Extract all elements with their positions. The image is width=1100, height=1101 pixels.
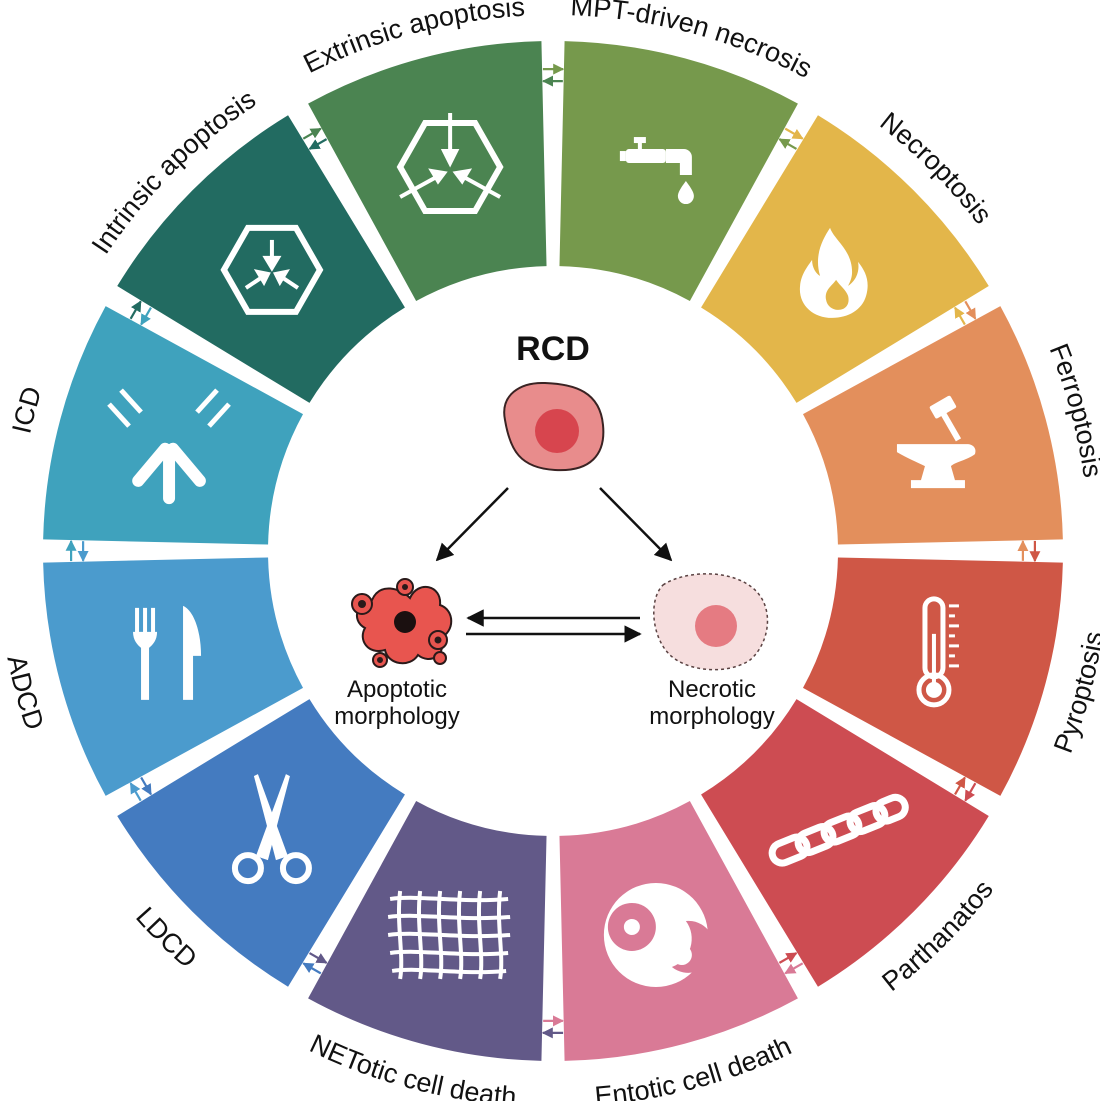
segment-8 <box>43 557 304 796</box>
link-arrow <box>784 127 804 140</box>
apoptotic-label-line2: morphology <box>334 703 459 730</box>
arrow-to-apoptotic <box>435 487 509 562</box>
segment-label-8: ADCD <box>1 653 49 734</box>
link-arrow <box>129 782 142 802</box>
segment-9 <box>43 306 304 545</box>
link-arrow <box>302 127 322 140</box>
net-icon <box>387 890 511 980</box>
antibody-icon <box>107 388 231 505</box>
link-arrow <box>140 776 152 796</box>
thermometer-icon <box>916 596 959 708</box>
apoptotic-cell-icon <box>351 578 453 668</box>
necrotic-label-line1: Necrotic <box>668 676 756 703</box>
segment-label-3: Pyroptosis <box>1048 629 1100 757</box>
link-arrow <box>302 962 322 975</box>
chain-icon <box>768 793 909 867</box>
link-arrow <box>778 138 798 150</box>
center-title: RCD <box>516 330 590 368</box>
segments-layer <box>43 41 1063 1061</box>
link-arrow <box>964 782 977 802</box>
scissors-icon <box>231 774 312 885</box>
segment-2 <box>802 306 1063 545</box>
segment-6 <box>308 800 547 1061</box>
arrow-to-necrotic <box>599 487 673 562</box>
fork-knife-icon <box>133 605 202 700</box>
flame-icon <box>799 227 868 318</box>
link-arrow <box>964 300 977 320</box>
link-arrow <box>308 952 328 964</box>
faucet-icon <box>619 137 694 205</box>
engulfed-cell-icon <box>603 882 715 987</box>
segment-10 <box>117 115 405 403</box>
link-arrow <box>308 138 328 150</box>
segment-label-9: ICD <box>6 383 47 436</box>
hexagon-inward-arrows-icon <box>220 224 324 315</box>
link-arrows-layer <box>65 63 1041 1039</box>
icons-layer <box>107 113 976 987</box>
segment-4 <box>701 699 989 987</box>
segment-11 <box>308 41 547 302</box>
anvil-hammer-icon <box>896 395 976 489</box>
segment-0 <box>559 41 798 302</box>
link-arrow <box>784 962 804 975</box>
apoptotic-label-line1: Apoptotic <box>347 676 447 703</box>
necrotic-label-line2: morphology <box>649 703 774 730</box>
hexagon-crossing-arrows-icon <box>396 113 504 215</box>
center-panel: RCD Apoptotic morphology Nec <box>334 330 774 730</box>
link-arrow <box>954 776 966 796</box>
link-arrow <box>129 300 142 320</box>
link-arrow <box>140 306 152 326</box>
link-arrow <box>778 952 798 964</box>
rcd-cell-icon <box>503 381 605 472</box>
segment-label-7: LDCD <box>130 901 203 974</box>
link-arrow <box>954 306 966 326</box>
necrotic-cell-icon <box>653 573 769 671</box>
